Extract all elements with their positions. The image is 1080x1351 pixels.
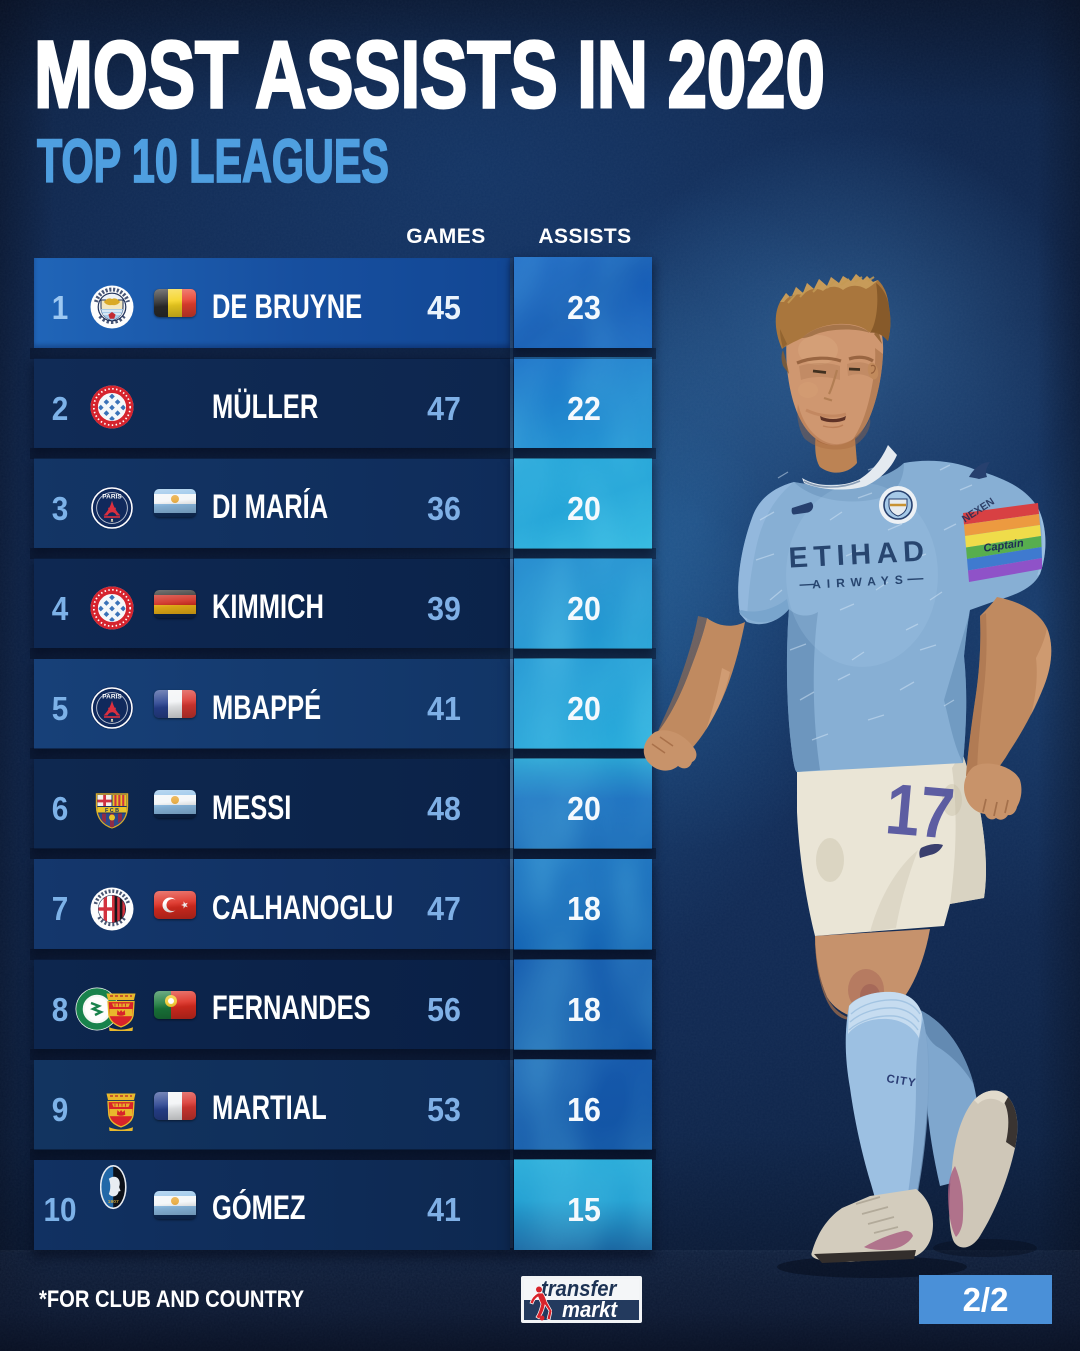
svg-text:AIRWAYS: AIRWAYS xyxy=(812,572,909,591)
svg-text:CITY: CITY xyxy=(886,1073,918,1090)
svg-text:Captain: Captain xyxy=(983,537,1025,555)
svg-text:17: 17 xyxy=(883,770,958,855)
svg-text:ETIHAD: ETIHAD xyxy=(788,535,930,574)
